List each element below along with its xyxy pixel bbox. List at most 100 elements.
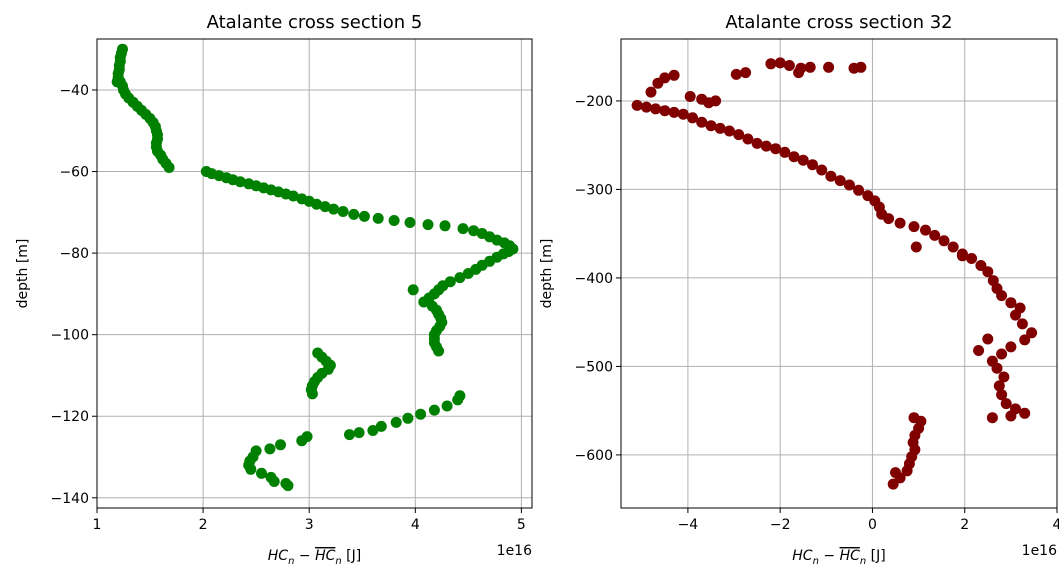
y-tick-label: −300 — [575, 182, 613, 198]
data-point — [367, 425, 379, 436]
data-point — [996, 290, 1008, 302]
data-point — [986, 412, 998, 424]
data-point — [1005, 341, 1017, 353]
data-point — [788, 151, 800, 163]
data-point — [404, 217, 416, 228]
data-point — [452, 394, 464, 406]
data-point — [668, 69, 680, 81]
data-point — [372, 212, 384, 224]
data-point — [894, 217, 906, 229]
data-point — [742, 133, 754, 145]
data-point — [407, 284, 419, 296]
data-point — [234, 176, 246, 188]
data-point — [319, 201, 331, 213]
data-point — [668, 106, 680, 118]
data-point — [982, 266, 994, 278]
x-tick-label: 2 — [199, 517, 208, 533]
data-point — [760, 140, 772, 152]
data-point — [402, 412, 414, 424]
data-point — [929, 229, 941, 241]
y-tick-label: −400 — [575, 271, 613, 287]
y-tick-label: −200 — [575, 94, 613, 110]
data-point — [631, 99, 643, 111]
plot-frame — [620, 38, 1058, 509]
chart-panel-cross-section-5: 1 2 3 4 5 −140 −120 −100 −80 −60 −40 Atalante cross… — [15, 12, 533, 565]
data-point — [462, 268, 474, 279]
data-point — [966, 253, 978, 264]
data-point — [853, 184, 865, 196]
x-tick-label: 4 — [1053, 517, 1059, 533]
data-point — [982, 333, 994, 345]
data-point — [1019, 334, 1031, 346]
data-point — [740, 67, 752, 79]
data-point — [659, 72, 671, 84]
data-point — [428, 404, 440, 416]
data-point — [991, 362, 1003, 374]
data-point — [710, 95, 722, 107]
data-point — [938, 235, 950, 247]
data-point — [684, 91, 696, 102]
data-point — [388, 215, 400, 226]
data-point — [883, 213, 895, 225]
data-point — [348, 208, 360, 220]
data-point — [705, 120, 717, 132]
data-point — [920, 224, 931, 236]
data-point — [344, 429, 355, 441]
data-point — [687, 112, 698, 124]
data-point — [901, 465, 913, 477]
data-point — [418, 296, 430, 308]
y-tick-label: −140 — [51, 491, 89, 507]
data-point — [659, 105, 671, 117]
data-point — [358, 210, 370, 222]
data-point — [1005, 410, 1017, 422]
data-point — [714, 122, 726, 134]
data-point — [855, 61, 867, 73]
x-tick-label: 1 — [93, 517, 102, 533]
data-point — [1019, 407, 1031, 419]
data-point — [779, 146, 791, 158]
data-point — [730, 68, 742, 80]
data-point — [770, 143, 782, 155]
data-point — [457, 223, 469, 235]
data-point — [774, 57, 786, 69]
data-point — [375, 420, 387, 432]
data-point — [287, 190, 299, 202]
data-point — [454, 272, 466, 284]
data-point — [282, 480, 294, 492]
x-tick-label: 0 — [868, 517, 877, 533]
data-series — [111, 43, 519, 492]
chart-title: Atalante cross section 5 — [207, 12, 423, 33]
data-point — [947, 241, 959, 253]
data-point — [296, 435, 308, 447]
data-point — [275, 439, 286, 451]
data-point — [1000, 398, 1012, 410]
data-point — [640, 101, 652, 113]
data-point — [797, 154, 809, 166]
data-point — [910, 241, 922, 253]
data-series — [631, 57, 1038, 490]
data-point — [1026, 327, 1038, 339]
chart-panel-cross-section-32: −4 −2 0 2 4 −600 −500 −400 −300 −200 Atalante cros… — [539, 12, 1059, 565]
data-point — [890, 467, 901, 479]
x-tick-label: 2 — [960, 517, 969, 533]
data-point — [723, 125, 735, 137]
data-point — [956, 250, 968, 262]
y-tick-label: −60 — [59, 165, 89, 181]
x-axis-offset-text: 1e16 — [497, 543, 532, 559]
data-point — [650, 103, 662, 115]
data-point — [1010, 309, 1021, 321]
y-tick-label: −500 — [575, 359, 613, 375]
data-point — [415, 408, 427, 420]
data-point — [804, 61, 816, 73]
data-point — [353, 427, 365, 439]
data-point — [783, 60, 795, 71]
x-tick-label: 5 — [517, 517, 526, 533]
data-point — [825, 170, 837, 182]
x-axis-label: HCn − HCn [J] — [792, 548, 885, 565]
data-point — [733, 129, 745, 141]
data-point — [311, 198, 323, 210]
data-point — [908, 221, 920, 233]
x-tick-label: 4 — [411, 517, 420, 533]
data-point — [996, 389, 1008, 401]
